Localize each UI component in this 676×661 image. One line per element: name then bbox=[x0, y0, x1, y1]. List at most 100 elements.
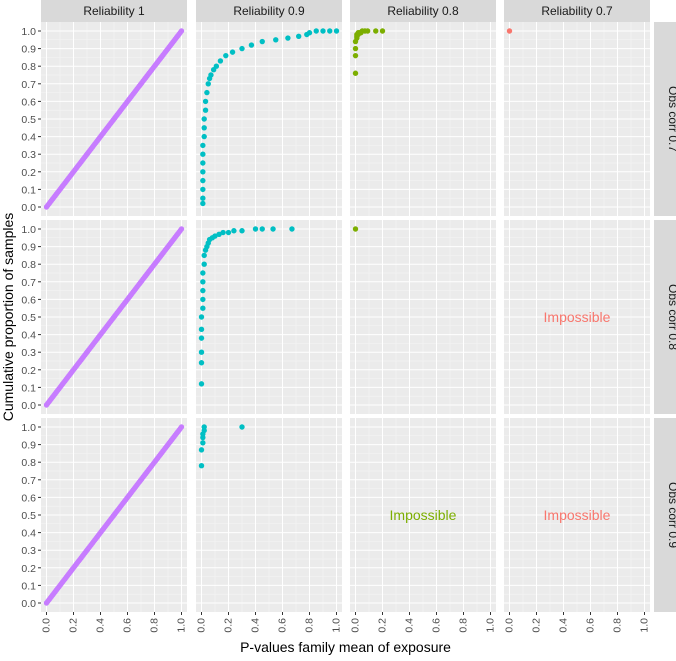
y-tick-label: 0.5 bbox=[21, 510, 36, 522]
data-point bbox=[205, 81, 211, 87]
data-point bbox=[198, 326, 205, 333]
y-tick-label: 0.0 bbox=[21, 400, 36, 412]
data-point bbox=[201, 424, 207, 430]
data-point bbox=[327, 28, 333, 34]
data-point bbox=[201, 116, 207, 122]
data-point bbox=[198, 463, 205, 469]
data-point bbox=[352, 226, 359, 232]
data-point bbox=[239, 424, 245, 430]
data-point bbox=[178, 226, 185, 232]
data-point bbox=[200, 195, 206, 201]
data-point bbox=[220, 229, 226, 236]
data-point bbox=[364, 28, 371, 34]
data-point bbox=[352, 52, 359, 59]
x-tick-label: 1.0 bbox=[176, 618, 188, 633]
x-tick-label: 0.6 bbox=[277, 618, 289, 633]
data-point bbox=[178, 424, 185, 430]
data-point bbox=[202, 98, 209, 105]
y-tick-label: 0.6 bbox=[21, 96, 36, 108]
x-tick-label: 1.0 bbox=[485, 618, 497, 633]
data-point bbox=[229, 49, 236, 55]
data-point bbox=[198, 349, 205, 355]
data-point bbox=[231, 228, 237, 234]
x-tick-label: 0.8 bbox=[149, 618, 161, 633]
data-point bbox=[198, 314, 205, 320]
data-point bbox=[200, 177, 206, 184]
x-axis-title: P-values family mean of exposure bbox=[240, 639, 451, 655]
column-strip-label: Reliability 0.8 bbox=[387, 4, 459, 18]
data-point bbox=[273, 37, 279, 43]
data-point bbox=[352, 70, 359, 76]
y-tick-label: 0.8 bbox=[21, 61, 36, 73]
y-tick-label: 0.4 bbox=[21, 528, 36, 540]
data-point bbox=[252, 226, 259, 232]
column-strip-reliability-1 bbox=[41, 0, 187, 22]
x-tick-label: 0.0 bbox=[196, 618, 208, 633]
data-point bbox=[223, 52, 229, 59]
data-point bbox=[212, 233, 218, 239]
x-tick-label: 0.0 bbox=[504, 618, 516, 633]
data-point bbox=[248, 42, 255, 48]
data-point bbox=[200, 142, 206, 149]
data-point bbox=[239, 228, 245, 234]
y-tick-label: 0.2 bbox=[21, 365, 36, 377]
y-tick-label: 0.4 bbox=[21, 330, 36, 342]
x-tick-label: 0.4 bbox=[250, 618, 262, 633]
row-strip-obs-corr-0-8 bbox=[654, 220, 676, 414]
data-point bbox=[202, 107, 209, 113]
data-point bbox=[198, 360, 205, 366]
x-tick-label: 0.2 bbox=[377, 618, 389, 633]
data-point bbox=[208, 72, 214, 78]
data-point bbox=[217, 58, 224, 64]
column-strip-reliability-0-7 bbox=[504, 0, 650, 22]
row-strip-obs-corr-0-9 bbox=[654, 418, 676, 612]
data-point bbox=[320, 28, 326, 34]
x-tick-label: 0.2 bbox=[531, 618, 543, 633]
x-tick-label: 0.6 bbox=[122, 618, 134, 633]
column-strip-label: Reliability 1 bbox=[83, 4, 145, 18]
y-tick-label: 0.1 bbox=[21, 184, 36, 196]
data-point bbox=[200, 296, 206, 303]
impossible-label: Impossible bbox=[544, 309, 611, 325]
y-tick-label: 0.9 bbox=[21, 242, 36, 254]
data-point bbox=[259, 38, 265, 45]
y-tick-label: 1.0 bbox=[21, 26, 36, 38]
data-point bbox=[200, 151, 206, 157]
data-point bbox=[201, 125, 207, 131]
data-point bbox=[289, 226, 295, 232]
y-tick-label: 0.8 bbox=[21, 259, 36, 271]
data-point bbox=[352, 45, 359, 52]
x-tick-label: 1.0 bbox=[639, 618, 651, 633]
column-strip-label: Reliability 0.9 bbox=[233, 4, 305, 18]
data-point bbox=[200, 270, 206, 276]
y-axis-title: Cumulative proportion of samples bbox=[0, 213, 16, 422]
data-point bbox=[213, 63, 220, 69]
column-strip-label: Reliability 0.7 bbox=[541, 4, 613, 18]
row-strip-label: Obs corr 0.9 bbox=[666, 482, 676, 548]
data-point bbox=[178, 28, 185, 34]
data-point bbox=[225, 229, 232, 236]
y-tick-label: 0.1 bbox=[21, 580, 36, 592]
data-point bbox=[198, 447, 205, 453]
data-point bbox=[198, 335, 205, 341]
data-point bbox=[285, 35, 291, 41]
x-tick-label: 0.6 bbox=[431, 618, 443, 633]
y-tick-label: 0.3 bbox=[21, 149, 36, 161]
y-tick-label: 1.0 bbox=[21, 224, 36, 236]
x-tick-label: 0.8 bbox=[304, 618, 316, 633]
y-tick-label: 0.7 bbox=[21, 277, 36, 289]
data-point bbox=[200, 305, 206, 311]
data-point bbox=[259, 226, 265, 232]
impossible-label: Impossible bbox=[390, 507, 457, 523]
y-tick-label: 0.8 bbox=[21, 457, 36, 469]
data-point bbox=[306, 30, 313, 36]
data-point bbox=[270, 226, 276, 232]
data-point bbox=[201, 252, 207, 259]
data-point bbox=[506, 28, 513, 34]
y-tick-label: 0.3 bbox=[21, 545, 36, 557]
data-point bbox=[204, 89, 210, 96]
data-point bbox=[313, 28, 319, 34]
y-tick-label: 0.3 bbox=[21, 347, 36, 359]
x-tick-label: 0.8 bbox=[458, 618, 470, 633]
